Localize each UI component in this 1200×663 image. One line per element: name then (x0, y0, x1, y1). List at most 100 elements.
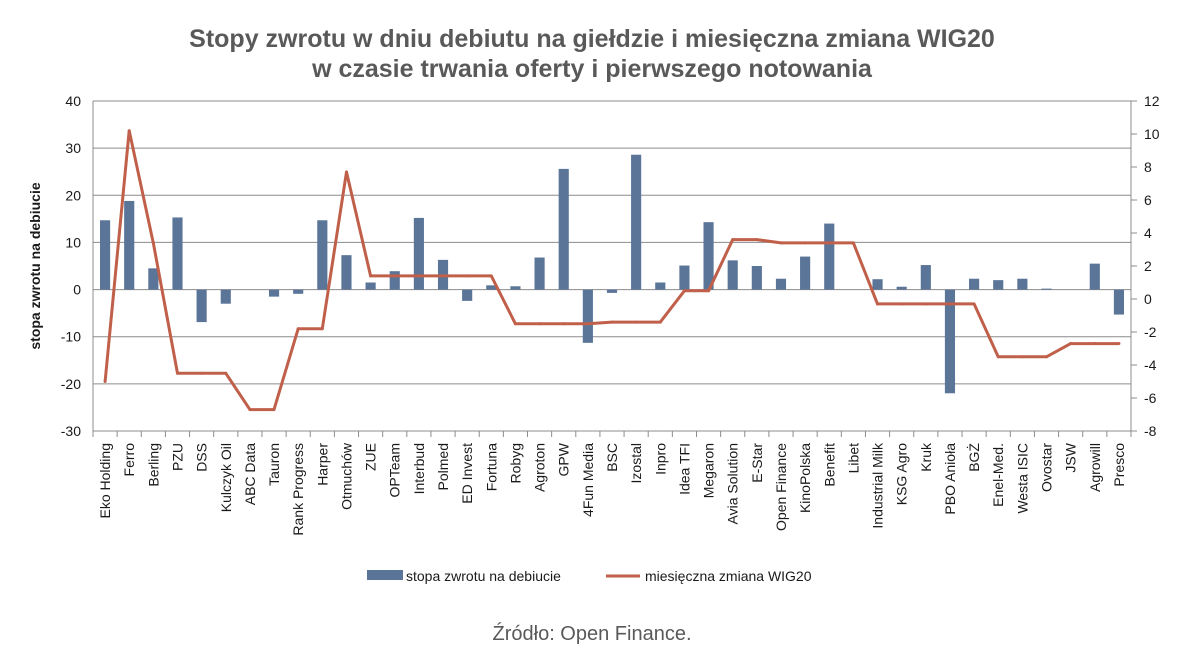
line-point (175, 371, 179, 375)
bar (510, 286, 521, 290)
bar (606, 289, 618, 293)
category-label: KinoPolska (797, 443, 813, 513)
category-label: Rank Progress (290, 443, 306, 536)
line-point (248, 408, 252, 412)
category-label: Libet (845, 443, 861, 473)
category-label: PZU (169, 443, 185, 471)
category-label: Harper (314, 443, 330, 486)
y2-tick-label: -6 (1144, 390, 1157, 406)
bar (220, 289, 231, 304)
category-label: Eko Holding (97, 443, 113, 519)
legend-bar-swatch (367, 570, 403, 580)
y2-tick-label: 0 (1144, 291, 1152, 307)
line-point (972, 302, 976, 306)
line-point (707, 289, 711, 293)
category-label: Otmuchów (338, 442, 354, 510)
line-point (441, 274, 445, 278)
line-point (272, 408, 276, 412)
category-label: Westa ISIC (1014, 443, 1030, 514)
category-label: Presco (1111, 443, 1127, 487)
line-point (1093, 342, 1097, 346)
bar (1041, 288, 1052, 290)
bar (993, 280, 1004, 290)
bar (413, 217, 424, 290)
line-point (538, 322, 542, 326)
bar (872, 279, 883, 290)
bar (341, 255, 352, 290)
category-label: ZUE (363, 443, 379, 471)
line-point (393, 274, 397, 278)
bar (100, 220, 111, 290)
bar (558, 168, 569, 290)
line-point (658, 320, 662, 324)
category-label: ABC Data (242, 443, 258, 505)
bar (631, 154, 642, 290)
bar (679, 265, 690, 290)
category-label: Izostal (628, 443, 644, 483)
bar (775, 278, 787, 290)
y2-tick-label: 8 (1144, 159, 1152, 175)
category-label: Industrial Milk (870, 442, 886, 529)
category-label: 4Fun Media (580, 443, 596, 517)
line-point (344, 170, 348, 174)
category-label: GPW (556, 442, 572, 476)
gridlines (93, 100, 1131, 432)
line-point (876, 302, 880, 306)
wig20-line (103, 129, 1119, 412)
axes (92, 101, 1132, 437)
y-tick-label: -20 (61, 376, 81, 392)
bar (534, 257, 545, 290)
y-tick-label: 10 (65, 234, 81, 250)
bar (800, 256, 811, 290)
y2-tick-label: 12 (1144, 93, 1160, 109)
right-axis-ticks: -8 -6 -4 -2 0 2 4 6 8 10 12 (1131, 93, 1160, 439)
line-point (803, 241, 807, 245)
category-label: Fortuna (483, 443, 499, 491)
line-point (755, 238, 759, 242)
line-point (513, 322, 517, 326)
line-point (465, 274, 469, 278)
category-label: Kulczyk Oil (218, 443, 234, 512)
category-label: Benefit (821, 443, 837, 487)
bar (317, 220, 328, 290)
category-label: KSG Agro (894, 443, 910, 505)
line-point (320, 327, 324, 331)
category-label: Open Finance (773, 443, 789, 531)
bar (293, 289, 304, 294)
category-label: JSW (1063, 442, 1079, 472)
bar (462, 289, 473, 301)
category-label: Avia Solution (725, 443, 741, 524)
bar (196, 289, 207, 323)
y-tick-label: 30 (65, 140, 81, 156)
y2-tick-label: 6 (1144, 192, 1152, 208)
category-label: E-Star (749, 443, 765, 483)
y-tick-label: 0 (73, 282, 81, 298)
line-point (634, 320, 638, 324)
chart-title-line-1: Stopy zwrotu w dniu debiutu na giełdzie … (189, 25, 995, 53)
line-point (103, 380, 107, 383)
bar (727, 260, 738, 290)
line-point (779, 241, 783, 245)
line-point (682, 289, 686, 293)
category-label: Robyg (507, 443, 523, 483)
bar (172, 217, 183, 290)
bar (486, 285, 497, 290)
line-point (731, 238, 735, 242)
category-label: Tauron (266, 443, 282, 486)
y2-tick-label: -8 (1144, 423, 1157, 439)
y2-tick-label: -2 (1144, 324, 1157, 340)
legend: stopa zwrotu na debiucie miesięczna zmia… (367, 568, 812, 584)
legend-line-label: miesięczna zmiana WIG20 (645, 568, 812, 584)
bar-series (100, 154, 1124, 394)
y-tick-label: -30 (61, 423, 81, 439)
line-series (103, 129, 1121, 412)
bar (655, 282, 666, 290)
y-tick-label: 20 (65, 187, 81, 203)
line-point (1069, 342, 1073, 346)
category-label: Ferro (121, 443, 137, 477)
line-point (900, 302, 904, 306)
category-label: Interbud (411, 443, 427, 494)
bar (969, 278, 980, 290)
bar (920, 265, 931, 290)
